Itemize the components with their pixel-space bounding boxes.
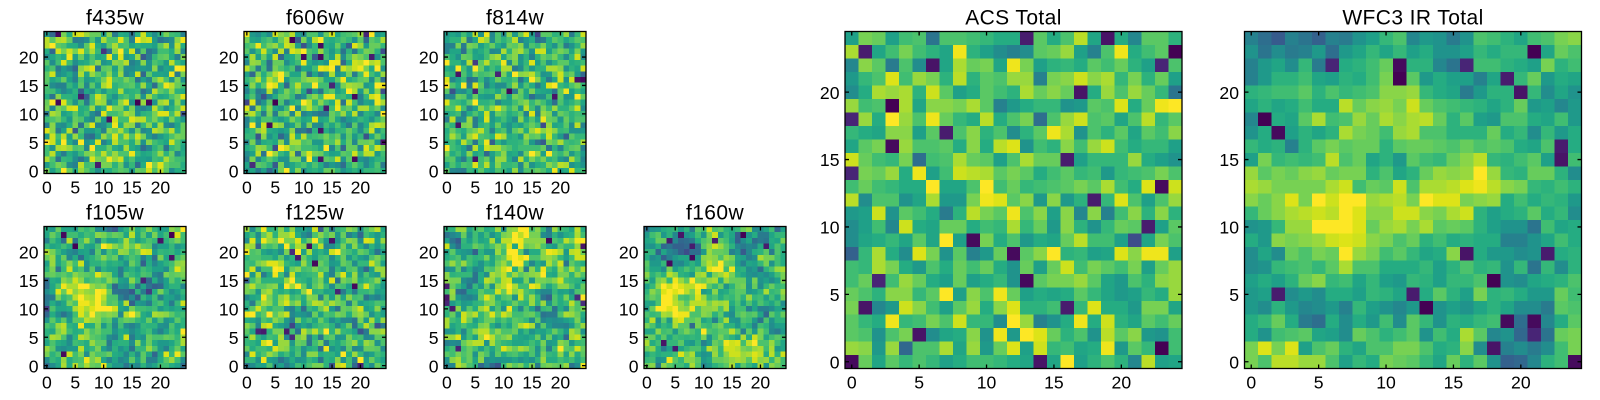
svg-text:0: 0: [429, 356, 439, 376]
svg-text:10: 10: [219, 299, 239, 319]
svg-text:15: 15: [419, 271, 439, 291]
svg-text:20: 20: [351, 373, 371, 393]
svg-text:15: 15: [122, 373, 142, 393]
svg-text:5: 5: [670, 373, 680, 393]
svg-text:5: 5: [429, 133, 439, 153]
svg-text:0: 0: [429, 161, 439, 181]
svg-text:20: 20: [19, 48, 39, 68]
svg-text:0: 0: [442, 178, 452, 198]
svg-text:5: 5: [1229, 285, 1239, 305]
svg-text:0: 0: [1229, 352, 1239, 372]
svg-text:20: 20: [551, 178, 571, 198]
svg-text:5: 5: [229, 133, 239, 153]
svg-text:10: 10: [94, 178, 114, 198]
svg-text:f435w: f435w: [86, 7, 144, 30]
svg-text:WFC3 IR Total: WFC3 IR Total: [1342, 7, 1483, 30]
svg-text:10: 10: [494, 373, 514, 393]
svg-text:5: 5: [629, 328, 639, 348]
svg-text:15: 15: [322, 373, 342, 393]
svg-text:5: 5: [470, 178, 480, 198]
svg-text:5: 5: [270, 178, 280, 198]
svg-text:f814w: f814w: [486, 7, 544, 30]
svg-text:0: 0: [42, 373, 52, 393]
svg-text:0: 0: [229, 161, 239, 181]
svg-text:15: 15: [522, 373, 542, 393]
svg-text:0: 0: [442, 373, 452, 393]
svg-text:15: 15: [1219, 150, 1239, 170]
svg-text:0: 0: [847, 373, 857, 393]
svg-text:f160w: f160w: [686, 202, 744, 225]
svg-text:15: 15: [19, 271, 39, 291]
svg-text:20: 20: [419, 48, 439, 68]
svg-text:15: 15: [820, 150, 840, 170]
svg-text:10: 10: [494, 178, 514, 198]
svg-text:5: 5: [29, 328, 39, 348]
svg-text:10: 10: [820, 218, 840, 238]
svg-text:10: 10: [977, 373, 997, 393]
svg-text:20: 20: [219, 48, 239, 68]
svg-text:0: 0: [29, 161, 39, 181]
svg-text:20: 20: [219, 243, 239, 263]
svg-text:15: 15: [219, 271, 239, 291]
svg-text:5: 5: [70, 373, 80, 393]
svg-text:0: 0: [830, 352, 840, 372]
svg-text:10: 10: [419, 104, 439, 124]
svg-text:0: 0: [29, 356, 39, 376]
svg-text:20: 20: [751, 373, 771, 393]
svg-text:5: 5: [914, 373, 924, 393]
svg-text:ACS Total: ACS Total: [965, 7, 1062, 30]
svg-text:10: 10: [219, 104, 239, 124]
svg-text:20: 20: [151, 178, 171, 198]
svg-text:5: 5: [470, 373, 480, 393]
svg-text:20: 20: [1112, 373, 1132, 393]
svg-text:15: 15: [522, 178, 542, 198]
svg-text:20: 20: [619, 243, 639, 263]
svg-text:5: 5: [1314, 373, 1324, 393]
svg-text:10: 10: [94, 373, 114, 393]
svg-text:15: 15: [219, 76, 239, 96]
svg-text:0: 0: [229, 356, 239, 376]
svg-text:15: 15: [122, 178, 142, 198]
svg-text:15: 15: [19, 76, 39, 96]
svg-text:0: 0: [242, 373, 252, 393]
svg-text:15: 15: [722, 373, 742, 393]
svg-text:5: 5: [70, 178, 80, 198]
svg-text:5: 5: [229, 328, 239, 348]
svg-text:10: 10: [19, 299, 39, 319]
svg-text:10: 10: [19, 104, 39, 124]
svg-text:0: 0: [642, 373, 652, 393]
svg-text:20: 20: [19, 243, 39, 263]
svg-text:5: 5: [270, 373, 280, 393]
svg-text:20: 20: [820, 83, 840, 103]
svg-text:20: 20: [551, 373, 571, 393]
svg-text:15: 15: [322, 178, 342, 198]
svg-text:0: 0: [1246, 373, 1256, 393]
svg-text:15: 15: [419, 76, 439, 96]
svg-text:15: 15: [1444, 373, 1464, 393]
svg-text:f125w: f125w: [286, 202, 344, 225]
svg-text:10: 10: [419, 299, 439, 319]
svg-text:15: 15: [1044, 373, 1064, 393]
svg-text:20: 20: [1511, 373, 1531, 393]
svg-text:20: 20: [151, 373, 171, 393]
svg-text:5: 5: [29, 133, 39, 153]
svg-text:10: 10: [294, 373, 314, 393]
svg-text:10: 10: [1376, 373, 1396, 393]
svg-text:15: 15: [619, 271, 639, 291]
svg-text:10: 10: [294, 178, 314, 198]
svg-text:20: 20: [419, 243, 439, 263]
svg-text:20: 20: [1219, 83, 1239, 103]
svg-text:20: 20: [351, 178, 371, 198]
svg-text:f105w: f105w: [86, 202, 144, 225]
svg-text:f606w: f606w: [286, 7, 344, 30]
svg-text:10: 10: [1219, 218, 1239, 238]
svg-text:10: 10: [694, 373, 714, 393]
svg-text:0: 0: [629, 356, 639, 376]
svg-text:10: 10: [619, 299, 639, 319]
svg-text:f140w: f140w: [486, 202, 544, 225]
svg-text:5: 5: [429, 328, 439, 348]
svg-text:0: 0: [242, 178, 252, 198]
svg-text:5: 5: [830, 285, 840, 305]
svg-text:0: 0: [42, 178, 52, 198]
